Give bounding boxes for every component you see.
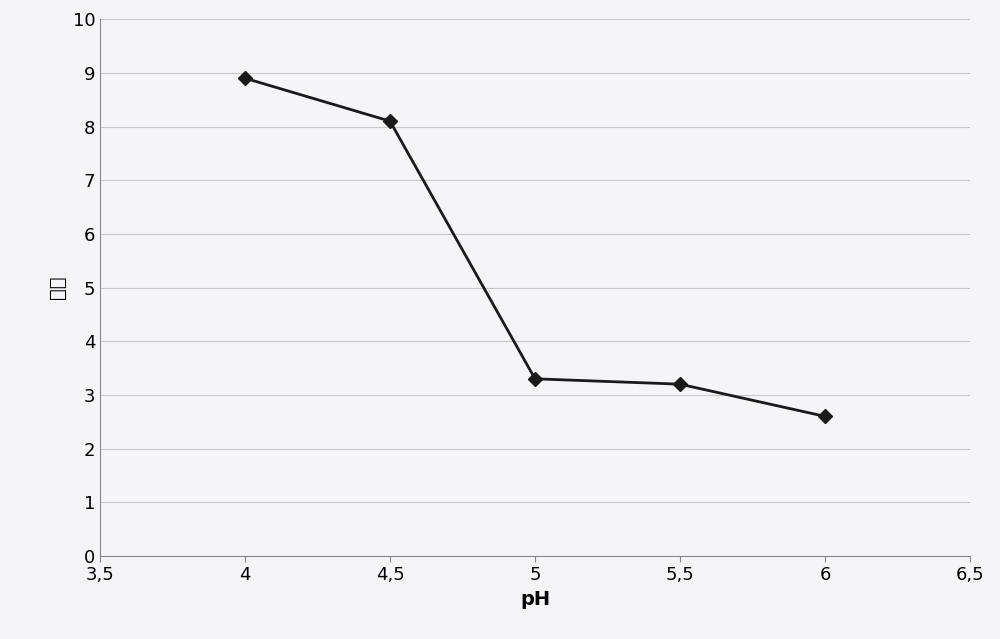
X-axis label: pH: pH: [520, 590, 550, 609]
Y-axis label: 果味: 果味: [48, 276, 67, 299]
